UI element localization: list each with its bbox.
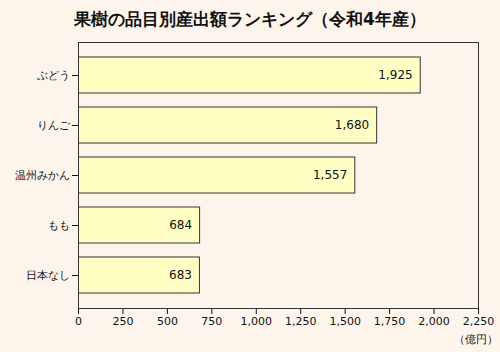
svg-text:日本なし: 日本なし <box>26 269 70 282</box>
svg-text:もも: もも <box>48 219 70 232</box>
svg-text:1,500: 1,500 <box>329 315 361 328</box>
svg-text:2,250: 2,250 <box>463 315 495 328</box>
svg-text:1,925: 1,925 <box>378 68 412 82</box>
svg-text:1,557: 1,557 <box>313 168 347 182</box>
html-text:果樹の品目別産出額ランキング（令和4年産）: 果樹の品目別産出額ランキング（令和4年産） <box>74 9 426 29</box>
svg-text:1,000: 1,000 <box>241 315 273 328</box>
svg-text:684: 684 <box>169 218 192 232</box>
svg-text:1,750: 1,750 <box>374 315 406 328</box>
svg-text:2,000: 2,000 <box>418 315 450 328</box>
svg-text:500: 500 <box>157 315 178 328</box>
svg-text:りんご: りんご <box>37 119 71 132</box>
svg-text:0: 0 <box>75 315 82 328</box>
svg-text:ぶどう: ぶどう <box>37 69 70 82</box>
svg-text:1,250: 1,250 <box>285 315 317 328</box>
svg-text:1,680: 1,680 <box>335 118 369 132</box>
svg-text:683: 683 <box>169 268 192 282</box>
svg-text:250: 250 <box>112 315 133 328</box>
svg-text:温州みかん: 温州みかん <box>15 169 70 182</box>
svg-text:（億円）: （億円） <box>454 333 498 346</box>
svg-text:750: 750 <box>201 315 222 328</box>
